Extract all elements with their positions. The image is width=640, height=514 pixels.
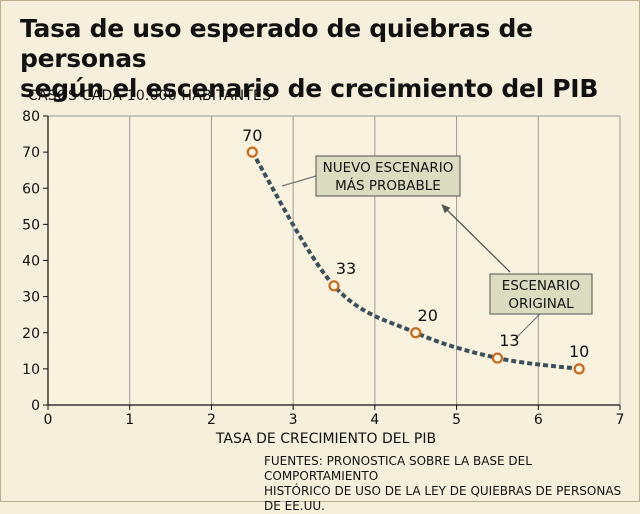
y-tick-label: 80 [22, 109, 40, 125]
callout-new-scenario: NUEVO ESCENARIO MÁS PROBABLE [315, 155, 461, 197]
y-tick-label: 20 [22, 326, 40, 342]
y-tick-label: 0 [31, 398, 40, 414]
source-line-2: HISTÓRICO DE USO DE LA LEY DE QUIEBRAS D… [264, 484, 622, 513]
y-tick-label: 60 [22, 181, 40, 197]
y-axis-units: CASOS CADA 10.000 HABITANTES [28, 88, 272, 104]
data-point [573, 363, 585, 375]
title-line-2: según el escenario de crecimiento del PI… [20, 74, 599, 103]
y-tick-label: 70 [22, 145, 40, 161]
title-line-1: Tasa de uso esperado de quiebras de pers… [20, 14, 533, 73]
data-point [246, 146, 258, 158]
x-tick-label: 2 [207, 412, 216, 428]
x-tick-label: 4 [370, 412, 379, 428]
series-line [250, 151, 580, 371]
data-label: 70 [242, 126, 262, 145]
x-axis-ticks: 0 1 2 3 4 5 6 7 [44, 405, 625, 428]
callout-new-line-2: MÁS PROBABLE [335, 177, 441, 194]
data-label: 33 [336, 259, 356, 278]
y-tick-label: 30 [22, 290, 40, 306]
data-point [410, 327, 422, 339]
data-label: 13 [499, 331, 519, 350]
y-axis-ticks: 0 10 20 30 40 50 60 70 80 [22, 109, 48, 414]
x-tick-label: 3 [289, 412, 298, 428]
data-point [491, 352, 504, 364]
callout-original-line-2: ORIGINAL [508, 296, 574, 312]
chart-title: Tasa de uso esperado de quiebras de pers… [20, 14, 640, 104]
source-line-1: FUENTES: PRONOSTICA SOBRE LA BASE DEL CO… [264, 454, 532, 483]
callout-leader-original [513, 313, 541, 341]
x-tick-label: 7 [616, 412, 625, 428]
x-tick-label: 6 [534, 412, 543, 428]
x-tick-label: 1 [125, 412, 134, 428]
source-note: FUENTES: PRONOSTICA SOBRE LA BASE DEL CO… [264, 454, 624, 514]
y-tick-label: 40 [22, 254, 40, 270]
data-labels: 70 33 20 13 10 [242, 126, 589, 361]
callout-new-line-1: NUEVO ESCENARIO [323, 160, 454, 176]
x-axis-label: TASA DE CRECIMIENTO DEL PIB [215, 431, 436, 447]
callout-leader-new [281, 175, 317, 187]
x-tick-label: 5 [452, 412, 461, 428]
callout-original-line-1: ESCENARIO [502, 278, 580, 294]
callout-arrow-original [441, 204, 511, 273]
chart-plot: 0 10 20 30 40 50 60 70 80 0 1 2 3 4 5 6 7 TASA DE CRECI… [22, 109, 625, 447]
data-label: 20 [418, 306, 438, 325]
callout-original-scenario: ESCENARIO ORIGINAL [489, 273, 593, 315]
series-points [246, 146, 585, 375]
y-tick-label: 50 [22, 217, 40, 233]
x-tick-label: 0 [44, 412, 53, 428]
series-curve [250, 151, 580, 371]
y-tick-label: 10 [22, 362, 40, 378]
data-point [328, 280, 340, 292]
data-label: 10 [569, 342, 589, 361]
